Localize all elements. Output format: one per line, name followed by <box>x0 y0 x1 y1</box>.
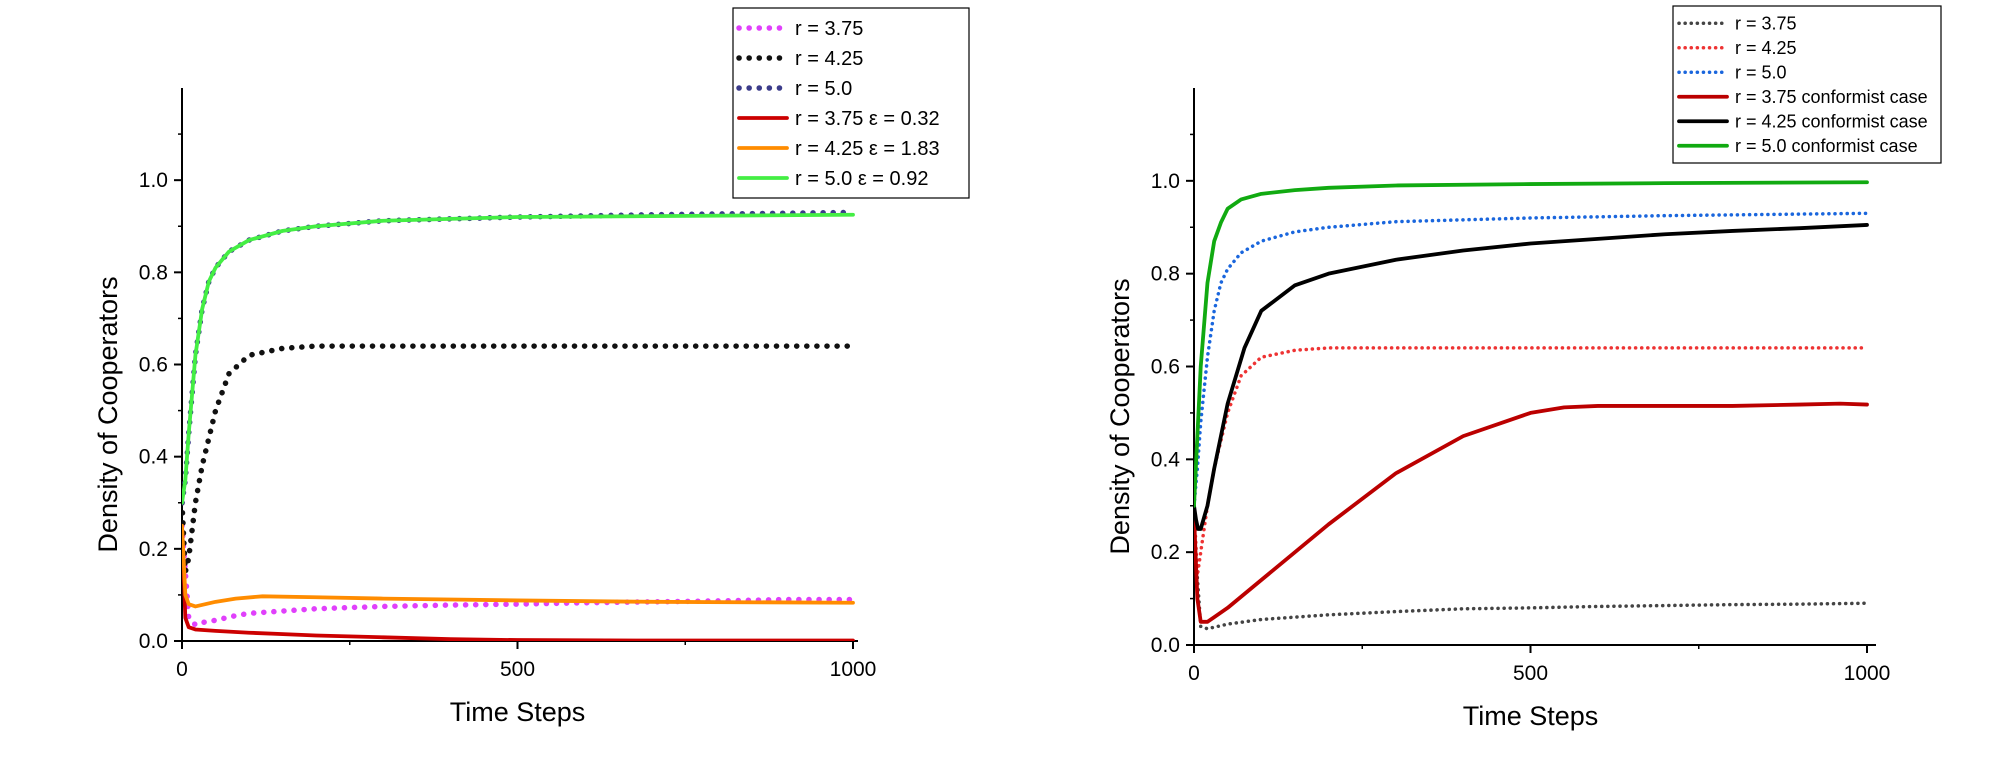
x-tick-label: 500 <box>1513 662 1548 685</box>
x-tick-label: 1000 <box>830 658 877 681</box>
chart-left: 0.0 0.2 0.4 0.6 0.8 1.0 0 500 1000 Time Steps Dens… <box>93 7 970 727</box>
legend-label: r = 3.75 <box>795 18 863 40</box>
y-tick-label: 0.4 <box>1151 448 1181 471</box>
y-tick-label: 0.8 <box>139 261 168 284</box>
legend-label: r = 5.0 <box>1735 63 1787 83</box>
series-line-4 <box>1194 401 1869 624</box>
series-line-5 <box>1194 223 1869 531</box>
y-tick-label: 0.2 <box>139 538 168 561</box>
y-tick-label: 0.2 <box>1151 541 1180 564</box>
legend: r = 3.75 r = 4.25 r = 5.0 r = 3.75 conformi… <box>1672 5 1942 164</box>
series-line-3 <box>182 209 856 506</box>
legend-label: r = 4.25 conformist case <box>1735 112 1928 132</box>
series-line-4 <box>182 523 855 641</box>
x-axis-label: Time Steps <box>450 697 586 727</box>
y-tick-label: 0.0 <box>1151 634 1180 657</box>
series-line-6 <box>1194 180 1869 508</box>
legend-label: r = 5.0 conformist case <box>1735 136 1918 156</box>
series-line-1 <box>1194 527 1869 631</box>
series-line-2 <box>182 343 856 575</box>
series-line-1 <box>182 523 856 628</box>
legend: r = 3.75 r = 4.25 r = 5.0 r = 3.75 ε = 0.32… <box>732 7 970 199</box>
chart-right: 0.0 0.2 0.4 0.6 0.8 1.0 0 500 1000 Time Steps Dens… <box>1105 5 1942 731</box>
y-tick-label: 0.8 <box>1151 263 1180 286</box>
y-axis-label: Density of Cooperators <box>1105 278 1135 554</box>
series-line-6 <box>182 212 855 505</box>
y-tick-label: 1.0 <box>1151 170 1180 193</box>
y-tick-label: 0.0 <box>139 630 168 653</box>
legend-label: r = 4.25 ε = 1.83 <box>795 138 940 160</box>
legend-label: r = 4.25 <box>1735 38 1797 58</box>
legend-label: r = 3.75 ε = 0.32 <box>795 108 940 130</box>
legend-label: r = 5.0 ε = 0.92 <box>795 168 928 190</box>
legend-label: r = 3.75 <box>1735 14 1797 34</box>
legend-label: r = 3.75 conformist case <box>1735 87 1928 107</box>
y-tick-label: 1.0 <box>139 169 168 192</box>
legend-label: r = 4.25 <box>795 48 863 70</box>
y-tick-label: 0.4 <box>139 446 169 469</box>
series-line-3 <box>1194 211 1869 508</box>
legend-label: r = 5.0 <box>795 78 852 100</box>
series-line-5 <box>182 523 855 609</box>
x-axis-label: Time Steps <box>1463 701 1599 731</box>
x-tick-label: 1000 <box>1844 662 1891 685</box>
series-line-2 <box>1194 346 1869 578</box>
y-tick-label: 0.6 <box>1151 356 1180 379</box>
legend-box <box>1672 5 1942 164</box>
x-tick-label: 0 <box>1188 662 1200 685</box>
x-tick-label: 500 <box>500 658 535 681</box>
y-axis-label: Density of Cooperators <box>93 276 123 552</box>
y-tick-label: 0.6 <box>139 354 168 377</box>
x-tick-label: 0 <box>176 658 188 681</box>
legend-box <box>732 7 970 199</box>
